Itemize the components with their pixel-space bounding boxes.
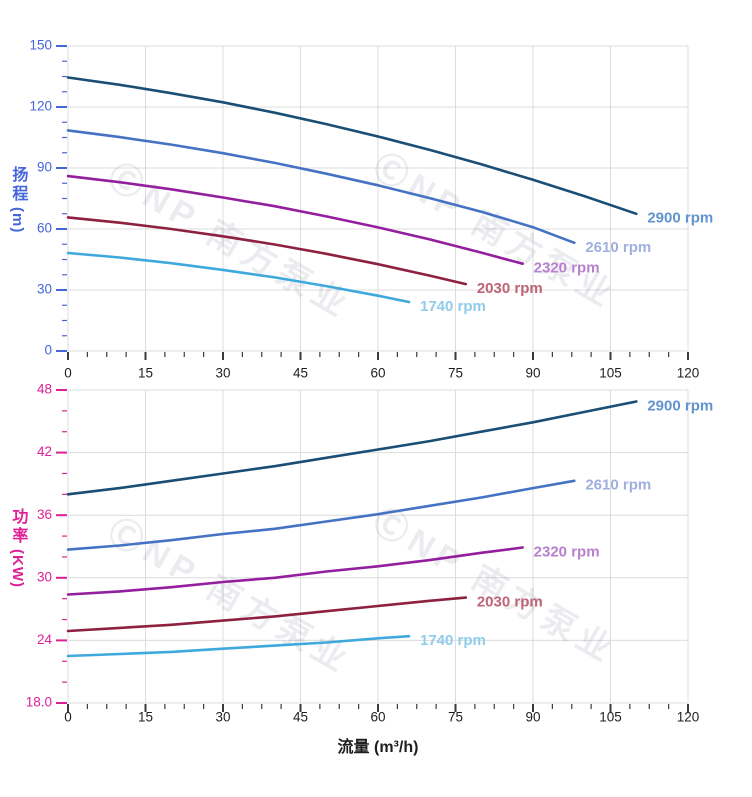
y-tick-label: 24	[37, 632, 53, 647]
x-tick-label: 0	[64, 710, 72, 725]
x-tick-label: 120	[677, 366, 700, 381]
x-tick-label: 45	[293, 710, 308, 725]
curve-label-2900rpm: 2900 rpm	[647, 397, 713, 414]
head-axis-title: 扬程 (m)	[8, 166, 27, 234]
watermark: ⒸNP 南方泵业	[102, 512, 358, 682]
y-tick-label: 48	[37, 382, 52, 397]
curve-head-vs-flow-1740rpm	[66, 251, 411, 304]
y-tick-label: 30	[37, 282, 52, 297]
curve-label-2900rpm: 2900 rpm	[647, 210, 713, 227]
head-axis-unit: (m)	[8, 207, 26, 234]
y-tick-label: 42	[37, 444, 52, 459]
watermark: ⒸNP 南方泵业	[102, 157, 358, 327]
curve-head-vs-flow-2610rpm	[66, 129, 576, 245]
x-tick-label: 30	[215, 710, 230, 725]
x-tick-label: 45	[293, 366, 308, 381]
x-tick-label: 105	[599, 710, 622, 725]
curve-head-vs-flow-2320rpm	[66, 174, 524, 266]
curve-label-1740rpm: 1740 rpm	[420, 298, 486, 315]
x-tick-label: 60	[370, 710, 385, 725]
x-tick-label: 15	[138, 366, 153, 381]
y-tick-label: 36	[37, 507, 52, 522]
curve-label-2320rpm: 2320 rpm	[534, 544, 600, 561]
x-tick-label: 60	[370, 366, 385, 381]
power-axis-unit: (KW)	[8, 549, 26, 588]
power-axis-title: 功率 (KW)	[8, 508, 27, 588]
x-tick-label: 0	[64, 366, 72, 381]
x-tick-label: 75	[448, 710, 463, 725]
curve-label-2610rpm: 2610 rpm	[585, 477, 651, 494]
x-tick-label: 90	[525, 710, 540, 725]
x-tick-label: 105	[599, 366, 622, 381]
curve-power-vs-flow-2900rpm	[66, 400, 638, 496]
curve-label-2030rpm: 2030 rpm	[477, 280, 543, 297]
y-tick-label: 30	[37, 569, 52, 584]
power-axis-title-text: 功率	[9, 508, 27, 546]
curve-power-vs-flow-1740rpm	[66, 634, 411, 658]
curve-power-vs-flow-2030rpm	[66, 596, 468, 633]
y-tick-label: 90	[37, 160, 52, 175]
y-tick-label: 60	[37, 221, 52, 236]
x-tick-label: 75	[448, 366, 463, 381]
curve-label-2320rpm: 2320 rpm	[534, 260, 600, 277]
y-tick-label: 120	[29, 99, 52, 114]
y-tick-label: 150	[29, 38, 52, 53]
curve-head-vs-flow-2900rpm	[66, 76, 638, 216]
flow-axis-title: 流量 (m³/h)	[337, 739, 419, 756]
curve-head-vs-flow-2030rpm	[66, 216, 468, 286]
watermark: ⒸNP 南方泵业	[367, 502, 623, 672]
x-tick-label: 15	[138, 710, 153, 725]
curve-label-2030rpm: 2030 rpm	[477, 594, 543, 611]
curve-label-2610rpm: 2610 rpm	[585, 239, 651, 256]
x-tick-label: 120	[677, 710, 700, 725]
head-axis-title-text: 扬程	[9, 166, 27, 204]
y-tick-label: 0	[44, 343, 52, 358]
power-vs-flow-chart: ⒸNP 南方泵业 ⒸNP 南方泵业 18.0 24 30 36 42 48 0 15 30 45 60 7…	[26, 382, 713, 725]
x-tick-label: 30	[215, 366, 230, 381]
x-tick-label: 90	[525, 366, 540, 381]
y-tick-label: 18.0	[26, 695, 52, 710]
curve-label-1740rpm: 1740 rpm	[420, 632, 486, 649]
curve-power-vs-flow-2610rpm	[66, 479, 576, 551]
curve-power-vs-flow-2320rpm	[66, 546, 524, 596]
